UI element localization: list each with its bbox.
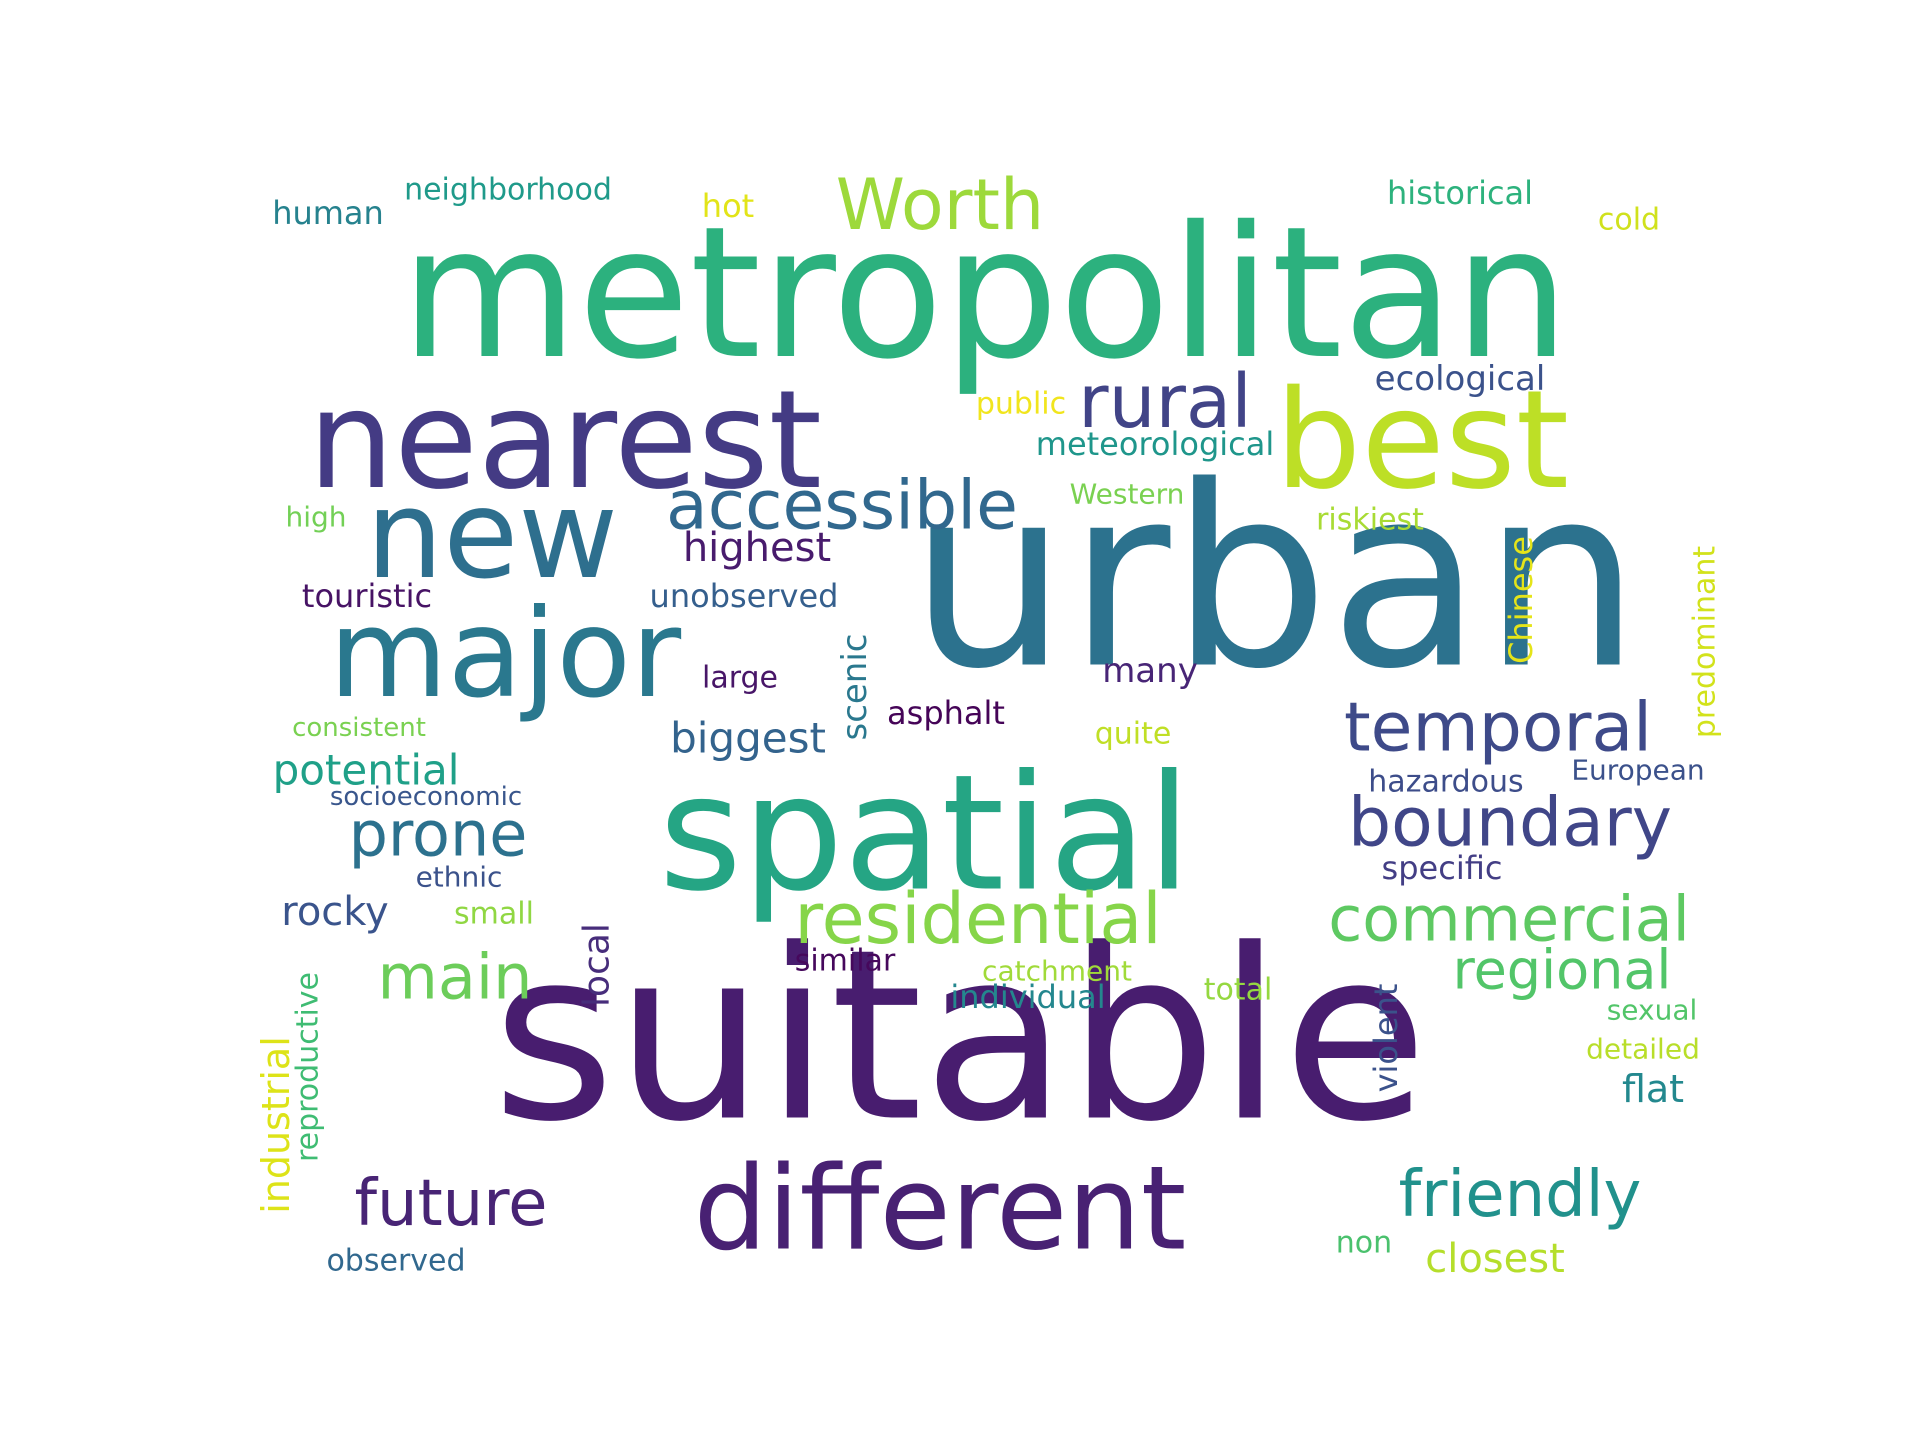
word-human: human	[272, 194, 384, 232]
word-local: local	[577, 923, 618, 1007]
word-different: different	[694, 1142, 1187, 1277]
word-meteorological: meteorological	[1036, 425, 1274, 463]
word-hazardous: hazardous	[1368, 765, 1523, 800]
word-similar: similar	[795, 944, 896, 979]
word-rocky: rocky	[281, 889, 388, 935]
word-consistent: consistent	[292, 713, 426, 743]
word-high: high	[285, 501, 346, 534]
word-commercial: commercial	[1328, 883, 1690, 956]
word-nearest: nearest	[308, 362, 822, 520]
word-western: Western	[1070, 478, 1185, 511]
word-catchment: catchment	[982, 955, 1132, 988]
word-asphalt: asphalt	[887, 694, 1005, 732]
word-unobserved: unobserved	[650, 577, 839, 615]
word-main: main	[378, 941, 533, 1014]
word-public: public	[976, 387, 1066, 422]
word-best: best	[1275, 362, 1569, 520]
word-predominant: predominant	[1688, 546, 1723, 739]
word-rural: rural	[1078, 359, 1252, 445]
word-small: small	[454, 897, 534, 932]
word-large: large	[702, 661, 778, 696]
word-boundary: boundary	[1348, 784, 1672, 863]
word-touristic: touristic	[302, 577, 432, 615]
word-european: European	[1571, 754, 1704, 787]
word-metropolitan: metropolitan	[400, 187, 1569, 399]
word-historical: historical	[1387, 174, 1533, 212]
word-socioeconomic: socioeconomic	[330, 782, 522, 812]
word-neighborhood: neighborhood	[404, 173, 612, 208]
word-flat: flat	[1622, 1067, 1684, 1111]
word-friendly: friendly	[1399, 1158, 1642, 1232]
word-accessible: accessible	[666, 467, 1018, 546]
word-violent: violent	[1367, 984, 1405, 1093]
word-industrial: industrial	[254, 1036, 298, 1214]
word-ethnic: ethnic	[416, 861, 503, 894]
word-non: non	[1336, 1226, 1392, 1261]
word-reproductive: reproductive	[291, 972, 326, 1162]
word-residential: residential	[794, 878, 1161, 960]
word-highest: highest	[683, 525, 831, 571]
word-riskiest: riskiest	[1316, 503, 1424, 538]
word-sexual: sexual	[1607, 994, 1698, 1027]
word-potential: potential	[273, 746, 460, 795]
word-biggest: biggest	[670, 714, 826, 763]
word-chinese: Chinese	[1502, 536, 1540, 664]
word-future: future	[354, 1167, 547, 1241]
word-total: total	[1204, 973, 1273, 1008]
word-quite: quite	[1095, 717, 1172, 752]
word-suitable: suitable	[492, 899, 1428, 1174]
word-prone: prone	[349, 798, 528, 871]
word-detailed: detailed	[1586, 1033, 1700, 1066]
word-worth: Worth	[836, 164, 1045, 246]
word-hot: hot	[702, 187, 754, 225]
word-temporal: temporal	[1344, 689, 1652, 768]
word-spatial: spatial	[659, 740, 1192, 927]
word-major: major	[329, 583, 682, 725]
word-regional: regional	[1453, 939, 1672, 1002]
word-specific: specific	[1382, 849, 1503, 887]
word-scenic: scenic	[835, 633, 875, 740]
word-individual: individual	[950, 978, 1105, 1016]
word-closest: closest	[1425, 1236, 1565, 1282]
word-urban: urban	[909, 433, 1641, 724]
word-observed: observed	[326, 1244, 465, 1279]
word-cold: cold	[1598, 203, 1660, 238]
word-new: new	[366, 464, 618, 606]
word-ecological: ecological	[1375, 359, 1546, 399]
word-many: many	[1102, 651, 1198, 691]
